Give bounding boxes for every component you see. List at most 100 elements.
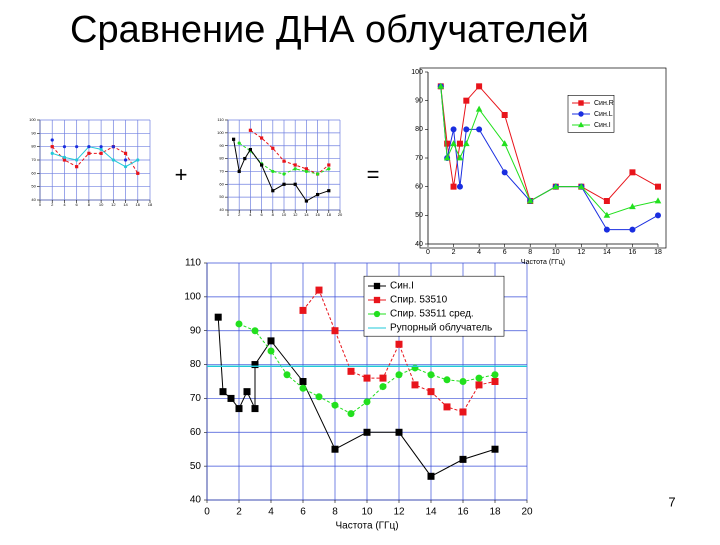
- x-tick-label: 0: [39, 202, 42, 207]
- x-tick-label: 0: [426, 249, 430, 256]
- data-point: [123, 151, 128, 155]
- data-point: [87, 145, 91, 149]
- data-point: [411, 364, 419, 372]
- data-point: [456, 154, 464, 161]
- x-tick-label: 12: [293, 212, 298, 217]
- data-point: [304, 169, 308, 174]
- x-tick-label: 18: [148, 202, 153, 207]
- data-point: [111, 158, 115, 162]
- plot-frame: [419, 67, 667, 249]
- y-tick-label: 80: [190, 359, 202, 370]
- data-point: [304, 167, 308, 171]
- x-tick-label: 8: [332, 507, 338, 518]
- data-point: [526, 197, 534, 204]
- data-point: [227, 394, 235, 402]
- data-point: [459, 378, 467, 385]
- data-point: [463, 97, 470, 104]
- x-tick-label: 16: [457, 507, 469, 518]
- x-tick-label: 10: [282, 212, 287, 217]
- data-point: [271, 169, 275, 174]
- data-point: [476, 126, 483, 133]
- y-tick-label: 40: [31, 197, 36, 202]
- x-tick-label: 4: [268, 507, 274, 518]
- data-point: [603, 198, 610, 204]
- legend-marker: [373, 296, 381, 304]
- data-point: [331, 401, 339, 409]
- y-tick-label: 80: [31, 144, 36, 149]
- data-point: [235, 320, 243, 328]
- data-point: [450, 140, 457, 147]
- data-point: [629, 226, 636, 233]
- data-point: [136, 171, 140, 175]
- x-tick-label: 10: [552, 249, 560, 256]
- data-point: [304, 199, 308, 203]
- data-point: [283, 371, 291, 379]
- x-tick-label: 14: [304, 212, 309, 217]
- series-line: [51, 146, 139, 174]
- data-point: [62, 158, 67, 162]
- y-tick-label: 100: [29, 117, 36, 122]
- data-point: [501, 112, 508, 118]
- data-point: [491, 378, 499, 385]
- y-tick-label: 60: [190, 427, 202, 438]
- series-line: [440, 86, 659, 231]
- data-point: [443, 154, 451, 161]
- data-point: [271, 189, 275, 193]
- data-point: [463, 126, 470, 133]
- y-tick-label: 50: [190, 461, 202, 472]
- data-point: [379, 383, 387, 391]
- data-point: [260, 163, 264, 167]
- data-point: [251, 405, 259, 413]
- data-point: [363, 398, 371, 406]
- x-tick-label: 0: [204, 507, 210, 518]
- x-tick-label: 2: [51, 202, 54, 207]
- x-tick-label: 4: [63, 202, 66, 207]
- data-point: [282, 159, 286, 163]
- y-tick-label: 80: [219, 156, 224, 161]
- data-point: [501, 140, 508, 147]
- data-point: [271, 146, 275, 150]
- x-tick-label: 10: [361, 507, 373, 518]
- data-point: [443, 403, 451, 411]
- legend-box: [363, 275, 505, 337]
- data-point: [437, 82, 445, 89]
- data-point: [331, 445, 339, 453]
- x-tick-label: 12: [111, 202, 116, 207]
- data-point: [491, 371, 499, 379]
- x-tick-label: 14: [603, 249, 611, 256]
- data-point: [123, 165, 128, 169]
- x-tick-label: 16: [315, 212, 320, 217]
- y-tick-label: 100: [411, 69, 423, 76]
- x-tick-label: 14: [123, 202, 128, 207]
- y-tick-label: 100: [184, 291, 201, 302]
- data-point: [456, 183, 463, 190]
- data-point: [315, 286, 323, 294]
- legend-label: Син.L: [594, 111, 613, 118]
- x-tick-label: 8: [528, 249, 532, 256]
- x-tick-label: 6: [300, 507, 306, 518]
- data-point: [316, 172, 320, 176]
- data-point: [315, 393, 323, 401]
- data-point: [136, 158, 140, 162]
- y-tick-label: 90: [190, 325, 202, 336]
- x-tick-label: 4: [477, 249, 481, 256]
- data-point: [603, 211, 611, 218]
- data-point: [267, 337, 275, 345]
- y-tick-label: 70: [415, 155, 423, 162]
- data-point: [243, 156, 247, 161]
- y-tick-label: 60: [31, 170, 36, 175]
- data-point: [267, 347, 275, 355]
- data-point: [395, 428, 403, 436]
- data-point: [62, 145, 67, 149]
- data-point: [578, 183, 585, 190]
- data-point: [331, 327, 339, 335]
- y-tick-label: 50: [415, 212, 423, 219]
- data-point: [629, 203, 636, 210]
- legend-marker: [578, 100, 584, 106]
- data-point: [491, 445, 499, 453]
- data-point: [327, 163, 331, 167]
- data-point: [347, 367, 355, 375]
- data-point: [475, 105, 483, 112]
- data-point: [282, 182, 286, 186]
